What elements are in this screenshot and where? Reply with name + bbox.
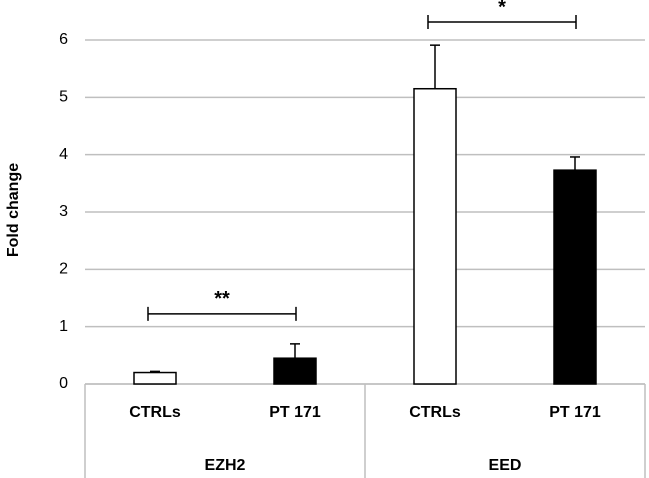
y-tick-label: 6 [59,31,68,48]
bar [273,357,317,385]
y-tick-label: 1 [59,318,68,335]
bar [413,87,457,385]
y-tick-label: 5 [59,89,68,106]
bar [553,169,597,385]
x-tick-label: CTRLs [409,404,461,421]
significance-label: * [498,0,506,18]
y-tick-label: 4 [59,146,68,163]
y-axis-label: Fold change [5,163,22,257]
bar [133,371,177,385]
x-tick-label: CTRLs [129,404,181,421]
group-label: EED [489,457,522,474]
y-tick-label: 3 [59,203,68,220]
y-tick-label: 2 [59,261,68,278]
group-label: EZH2 [205,457,246,474]
x-tick-label: PT 171 [269,404,321,421]
significance-label: ** [214,288,230,310]
y-tick-label: 0 [59,375,68,392]
x-tick-label: PT 171 [549,404,601,421]
